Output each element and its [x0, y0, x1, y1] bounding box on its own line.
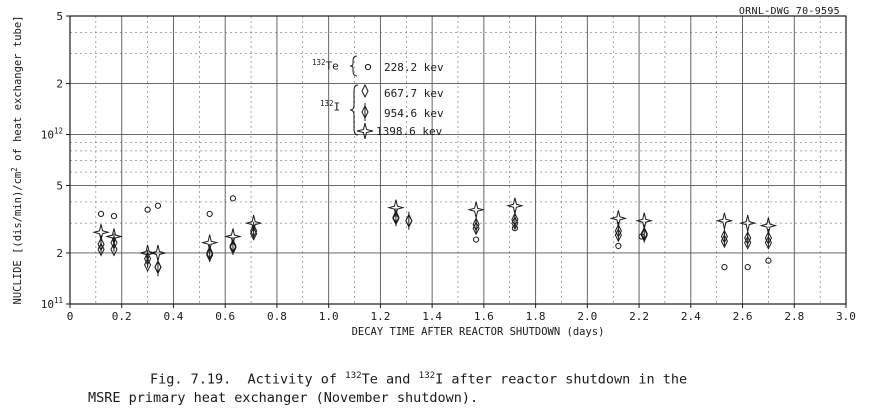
data-point-diamond-bar: [720, 227, 728, 246]
data-point-circle: [154, 202, 162, 209]
data-point-circle: [615, 242, 622, 250]
data-point-circle: [206, 210, 213, 218]
data-point-star: [387, 199, 405, 216]
drawing-number: ORNL-DWG 70-9595: [738, 6, 840, 17]
data-point-star: [138, 244, 157, 262]
legend-te-label: 132Te: [312, 58, 339, 73]
data-point-star: [759, 217, 778, 234]
caption-i-mass: 132: [418, 370, 436, 381]
data-point-star: [635, 212, 654, 229]
y-tick-label: 5: [56, 10, 63, 23]
figure-caption: Fig. 7.19. Activity of 132Te and 132I af…: [88, 367, 790, 407]
x-tick-label: 0.2: [112, 310, 132, 323]
x-tick-label: 2.8: [784, 310, 804, 323]
legend-diamond-bar-marker: [361, 103, 369, 121]
x-tick-label: 1.6: [474, 310, 494, 323]
legend-circle-marker: [364, 63, 372, 71]
data-point-star: [715, 212, 734, 229]
legend-entry-1398: 1398.6 kev: [376, 125, 443, 138]
data-point-star: [105, 228, 123, 245]
data-point-circle: [97, 210, 105, 218]
data-point-diamond-bar: [144, 249, 152, 268]
legend-star-marker: [357, 123, 373, 139]
legend: 132Te 228.2 kev 132I 667.7 kev 954.6 kev…: [312, 55, 452, 148]
data-point-circle: [144, 206, 151, 213]
y-tick-label: 2: [56, 77, 63, 90]
x-tick-label: 1.0: [319, 310, 339, 323]
y-tick-label: 5: [56, 180, 63, 193]
chart: 1011 2 5 1012 2 5 0 0.2 0.4 0.6 0.8 1.0 1.2 1.4 1.6 1.…: [10, 10, 856, 338]
data-point-diamond-bar: [405, 211, 413, 230]
caption-fig-number: Fig. 7.19.: [150, 371, 232, 388]
data-point-star: [200, 234, 219, 251]
caption-line-2: MSRE primary heat exchanger (November sh…: [88, 389, 479, 406]
data-point-diamond-bar: [472, 215, 480, 234]
y-axis-label-sup: 2: [10, 167, 19, 172]
legend-i-label: 132I: [320, 99, 340, 114]
data-point-diamond-bar: [154, 258, 162, 277]
legend-i-mass: 132: [320, 99, 334, 108]
x-tick-label: 2.0: [577, 310, 597, 323]
x-tick-label: 0: [67, 310, 74, 323]
caption-line-1: Fig. 7.19. Activity of 132Te and 132I af…: [150, 367, 790, 389]
data-point-star: [92, 224, 110, 241]
x-tick-label: 2.4: [681, 310, 701, 323]
data-point-circle: [721, 264, 728, 271]
legend-te-brace: [349, 55, 358, 77]
data-point-circle: [765, 257, 772, 264]
legend-te-symbol: Te: [325, 59, 339, 73]
x-tick-label: 0.8: [267, 310, 287, 323]
data-point-diamond-bar: [229, 236, 237, 255]
data-point-star: [738, 215, 757, 232]
data-point-diamond: [144, 257, 152, 273]
x-tick-label: 1.8: [526, 310, 546, 323]
legend-entry-954: 954.6 kev: [384, 107, 444, 120]
data-point-circle: [744, 264, 751, 271]
y-axis-ticks: 1011 2 5 1012 2 5: [41, 10, 70, 311]
grid-lines: [69, 15, 847, 304]
legend-entry-228: 228.2 kev: [384, 61, 444, 74]
legend-entry-667: 667.7 kev: [384, 87, 444, 100]
x-tick-label: 1.2: [370, 310, 390, 323]
legend-diamond-marker: [361, 84, 369, 98]
caption-te-mass: 132: [345, 370, 362, 381]
data-point-diamond-bar: [206, 243, 214, 262]
y-tick-label: 1011: [41, 296, 63, 311]
data-point-diamond-bar: [392, 208, 400, 227]
y-axis-label-part2: of heat exchanger tube]: [12, 16, 24, 168]
data-point-diamond-bar: [744, 229, 752, 248]
data-point-star: [506, 197, 524, 214]
x-tick-label: 3.0: [836, 310, 856, 323]
x-tick-label: 2.2: [629, 310, 649, 323]
data-point-star: [244, 215, 263, 232]
data-points: [92, 195, 778, 277]
y-tick-label: 2: [56, 247, 63, 260]
caption-text-c: I after reactor shutdown in the: [435, 371, 688, 388]
y-tick-label: 1012: [41, 126, 63, 141]
legend-i-brace: [349, 84, 359, 136]
x-tick-label: 0.4: [164, 310, 184, 323]
data-point-star: [149, 244, 167, 262]
data-point-circle: [110, 213, 118, 220]
legend-te-mass: 132: [312, 58, 326, 67]
caption-text-a: Activity of: [247, 371, 346, 388]
caption-text-b: Te and: [361, 371, 419, 388]
x-tick-label: 0.6: [215, 310, 235, 323]
y-axis-label: NUCLIDE [(dis/min)/cm2 of heat exchanger…: [10, 16, 24, 305]
legend-i-symbol: I: [333, 100, 341, 114]
x-axis-label: DECAY TIME AFTER REACTOR SHUTDOWN (days): [352, 326, 605, 338]
data-point-circle: [473, 236, 480, 243]
data-point-diamond: [110, 242, 118, 257]
y-axis-label-part1: NUCLIDE [(dis/min)/cm: [12, 172, 24, 305]
data-point-circle: [229, 195, 237, 202]
data-point-star: [609, 210, 628, 227]
plot-frame: [69, 15, 847, 305]
data-point-star: [467, 201, 486, 218]
x-tick-label: 2.6: [733, 310, 753, 323]
x-axis-ticks: 0 0.2 0.4 0.6 0.8 1.0 1.2 1.4 1.6 1.8 2.0 2.2 2.4 2.6…: [67, 304, 856, 323]
x-tick-label: 1.4: [422, 310, 442, 323]
data-point-star: [224, 228, 242, 245]
